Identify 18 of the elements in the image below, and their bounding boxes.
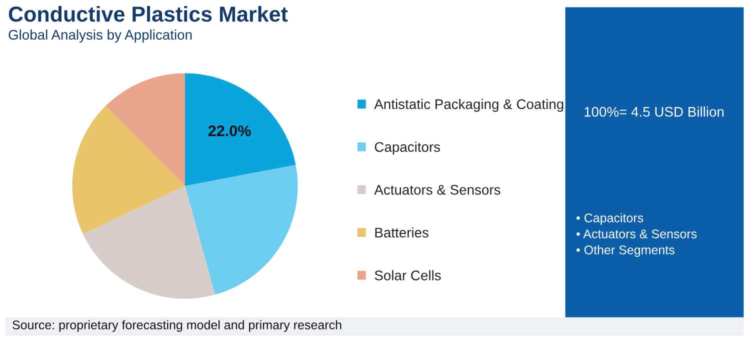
- chart-title: Conductive Plastics Market: [8, 6, 288, 22]
- legend-label: Capacitors: [374, 142, 440, 155]
- legend-label: Actuators & Sensors: [374, 184, 500, 195]
- legend-label: Solar Cells: [374, 270, 441, 280]
- legend-label: Batteries: [375, 227, 428, 238]
- pie-slice: [185, 73, 296, 186]
- pie-slice: [72, 106, 185, 234]
- text: • Actuators & Sensors: [576, 230, 697, 238]
- source-note: Source: proprietary forecasting model and primary research: [12, 320, 342, 332]
- text: • Capacitors: [576, 213, 644, 225]
- chart-subtitle: Global Analysis by Application: [8, 30, 192, 42]
- pie-slice: [106, 73, 185, 186]
- pie-slice: [185, 164, 298, 295]
- pie-slice: [82, 186, 216, 299]
- text: • Other Segments: [576, 245, 674, 257]
- legend-label: Antistatic Packaging & Coating: [374, 98, 564, 112]
- text: 100%= 4.5 USD Billion: [584, 106, 724, 117]
- data-label: 22.0%: [208, 125, 251, 136]
